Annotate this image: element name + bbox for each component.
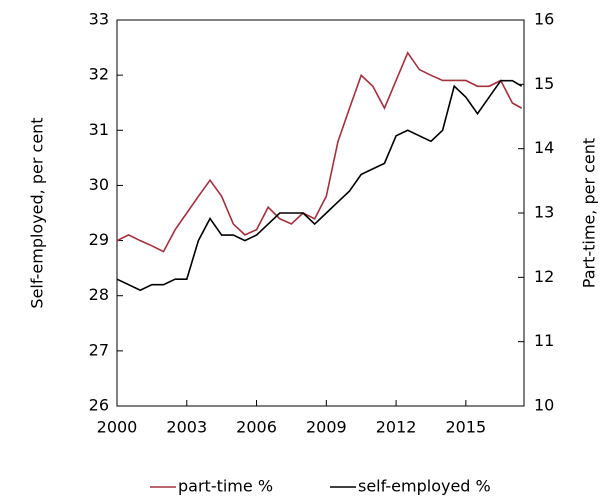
y-tick-label: 26 (89, 396, 109, 415)
x-tick-label: 2009 (306, 418, 347, 437)
x-tick-label: 2012 (376, 418, 417, 437)
y-tick-label: 31 (89, 120, 109, 139)
series-line (116, 79, 523, 292)
y2-tick-label: 11 (534, 331, 554, 350)
y-tick-label: 27 (89, 340, 109, 359)
y-tick-label: 32 (89, 65, 109, 84)
x-tick-label: 2003 (166, 418, 207, 437)
y-tick-label: 29 (89, 230, 109, 249)
y-axis-label: Self-employed, per cent (28, 117, 47, 308)
y-tick-label: 30 (89, 175, 109, 194)
y2-tick-label: 12 (534, 267, 554, 286)
y-tick-label: 33 (89, 10, 109, 29)
y2-tick-label: 14 (534, 138, 554, 157)
y2-tick-label: 16 (534, 10, 554, 29)
x-tick-label: 2000 (97, 418, 138, 437)
x-tick-label: 2015 (445, 418, 486, 437)
y2-axis-label: Part-time, per cent (580, 138, 599, 288)
y2-tick-label: 10 (534, 396, 554, 415)
series-line (116, 51, 523, 253)
y2-tick-label: 13 (534, 203, 554, 222)
legend-label: part-time % (178, 477, 273, 496)
y2-tick-label: 15 (534, 74, 554, 93)
y-tick-label: 28 (89, 285, 109, 304)
plot-frame (116, 19, 525, 407)
x-tick-label: 2006 (236, 418, 277, 437)
legend-label: self-employed % (358, 477, 491, 496)
